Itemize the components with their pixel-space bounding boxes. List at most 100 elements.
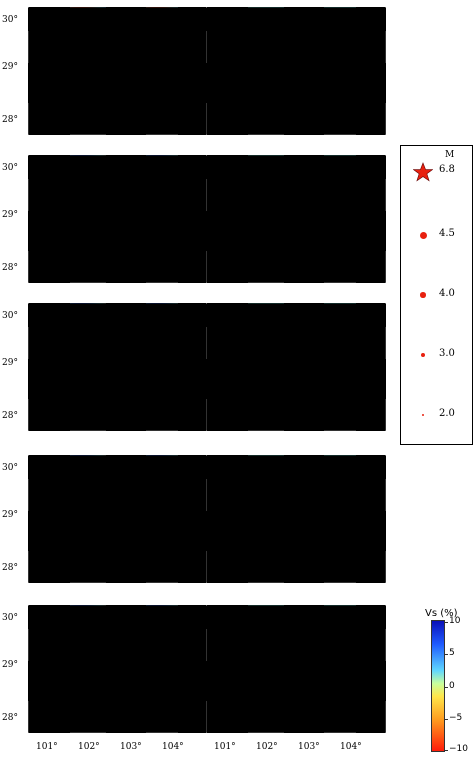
longitude-label: 103° <box>120 742 142 752</box>
colorbar-title: Vs (%) <box>425 608 458 619</box>
panel-label: (e) <box>30 304 49 319</box>
latitude-label: 28° <box>2 713 18 723</box>
legend-value: 6.8 <box>439 164 455 175</box>
legend-value: 3.0 <box>439 348 455 359</box>
map-image <box>28 303 208 431</box>
panel-type-label: Input <box>32 717 66 732</box>
legend-item: 6.8 <box>401 162 474 182</box>
map-image <box>28 605 208 733</box>
latitude-label: 30° <box>2 463 18 473</box>
legend-star-icon <box>413 162 433 182</box>
panel-label: (d) <box>208 156 227 171</box>
panel-depth-label: 5 km <box>350 119 383 134</box>
map-image <box>206 455 386 583</box>
colorbar-gradient <box>431 620 445 752</box>
latitude-label: 29° <box>2 62 18 72</box>
latitude-label: 29° <box>2 510 18 520</box>
colorbar-tick-mark <box>445 750 448 751</box>
legend-item: 2.0 <box>401 406 474 426</box>
panel-type-label: Output <box>210 267 256 282</box>
map-image <box>206 7 386 135</box>
panel-label: (h) <box>208 456 227 471</box>
legend-item: 4.5 <box>401 226 474 246</box>
legend-dot-icon <box>419 231 427 239</box>
latitude-label: 29° <box>2 358 18 368</box>
magnitude-legend: M 6.8 4.5 4.0 3.0 2.0 <box>400 145 473 445</box>
panel-label: (j) <box>208 606 222 621</box>
legend-item: 4.0 <box>401 286 474 306</box>
latitude-label: 30° <box>2 311 18 321</box>
map-image <box>28 7 208 135</box>
latitude-label: 30° <box>2 613 18 623</box>
colorbar-tick-mark <box>445 687 448 688</box>
map-image <box>206 155 386 283</box>
panel-depth-label: 30 km <box>164 567 205 582</box>
colorbar: Vs (%) 10 5 0 −5 −10 <box>405 608 474 757</box>
panel-label: (f) <box>208 304 223 319</box>
map-panel-a: (a) Input 5 km <box>28 7 208 135</box>
legend-value: 2.0 <box>439 408 455 419</box>
panel-type-label: Input <box>32 567 66 582</box>
map-panel-i: (i) Input 40 km <box>28 605 208 733</box>
panel-label: (b) <box>208 8 227 23</box>
longitude-label: 102° <box>256 742 278 752</box>
legend-value: 4.0 <box>439 288 455 299</box>
map-panel-d: (d) Output 10 km <box>206 155 386 283</box>
panel-label: (i) <box>30 606 44 621</box>
panel-type-label: Output <box>210 415 256 430</box>
map-panel-f: (f) Output 20 km <box>206 303 386 431</box>
latitude-label: 28° <box>2 563 18 573</box>
map-image <box>28 155 208 283</box>
panel-type-label: Input <box>32 119 66 134</box>
colorbar-tick-label: 5 <box>449 648 455 658</box>
longitude-label: 101° <box>214 742 236 752</box>
map-panel-g: (g) Input 30 km <box>28 455 208 583</box>
latitude-label: 29° <box>2 210 18 220</box>
colorbar-tick-mark <box>445 622 448 623</box>
panel-type-label: Input <box>32 415 66 430</box>
map-panel-b: (b) Output 5 km <box>206 7 386 135</box>
legend-dot-icon <box>421 413 425 417</box>
panel-depth-label: 5 km <box>172 119 205 134</box>
longitude-label: 104° <box>162 742 184 752</box>
legend-value: 4.5 <box>439 228 455 239</box>
panel-depth-label: 20 km <box>164 415 205 430</box>
legend-title: M <box>445 150 455 160</box>
colorbar-tick-label: 10 <box>449 616 461 626</box>
longitude-label: 103° <box>298 742 320 752</box>
colorbar-tick-mark <box>445 654 448 655</box>
panel-label: (g) <box>30 456 49 471</box>
longitude-label: 104° <box>340 742 362 752</box>
longitude-label: 102° <box>78 742 100 752</box>
legend-dot-icon <box>421 353 425 357</box>
panel-type-label: Input <box>32 267 66 282</box>
map-panel-j: (j) Output 40 km <box>206 605 386 733</box>
panel-depth-label: 40 km <box>164 717 205 732</box>
latitude-label: 28° <box>2 411 18 421</box>
map-panel-h: (h) Output 30 km <box>206 455 386 583</box>
latitude-label: 28° <box>2 263 18 273</box>
legend-dot-icon <box>420 292 426 298</box>
latitude-label: 30° <box>2 163 18 173</box>
panel-depth-label: 10 km <box>342 267 383 282</box>
colorbar-tick-label: −10 <box>449 744 468 754</box>
panel-depth-label: 10 km <box>164 267 205 282</box>
panel-label: (c) <box>30 156 48 171</box>
panel-depth-label: 20 km <box>342 415 383 430</box>
colorbar-tick-label: 0 <box>449 681 455 691</box>
legend-item: 3.0 <box>401 346 474 366</box>
colorbar-tick-label: −5 <box>449 713 463 723</box>
colorbar-tick-mark <box>445 719 448 720</box>
map-image <box>28 455 208 583</box>
panel-type-label: Output <box>210 119 256 134</box>
latitude-label: 28° <box>2 115 18 125</box>
map-image <box>206 303 386 431</box>
map-panel-e: (e) Input 20 km <box>28 303 208 431</box>
longitude-label: 101° <box>36 742 58 752</box>
panel-depth-label: 30 km <box>342 567 383 582</box>
latitude-label: 30° <box>2 15 18 25</box>
map-panel-c: (c) Input 10 km <box>28 155 208 283</box>
panel-depth-label: 40 km <box>342 717 383 732</box>
panel-type-label: Output <box>210 567 256 582</box>
panel-label: (a) <box>30 8 49 23</box>
